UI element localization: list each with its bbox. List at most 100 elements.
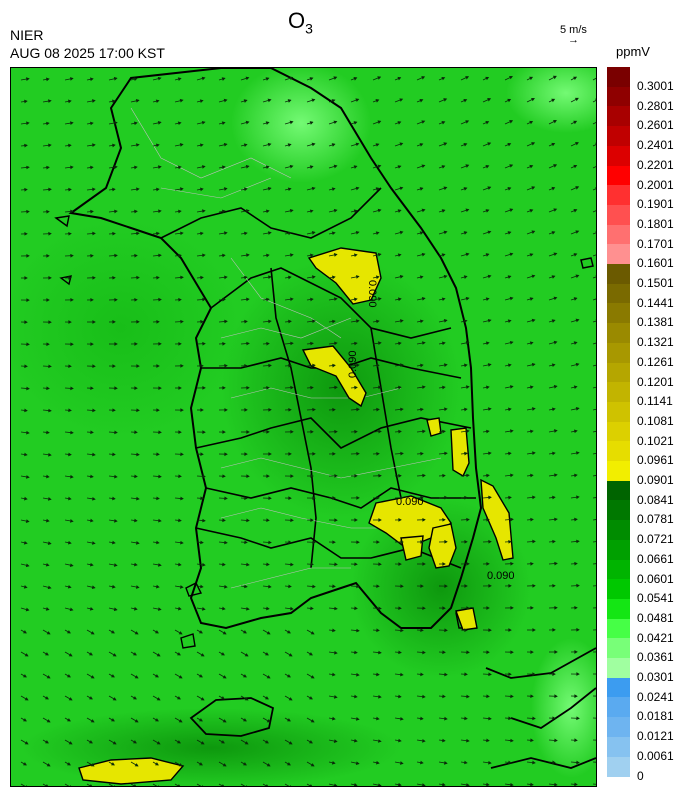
- legend-label: 0: [637, 768, 644, 783]
- wind-arrowhead: [331, 143, 336, 147]
- wind-arrowhead: [199, 99, 204, 103]
- wind-arrowhead: [464, 584, 468, 588]
- wind-arrowhead: [288, 452, 292, 456]
- wind-arrowhead: [312, 584, 316, 589]
- wind-arrowhead: [333, 253, 338, 257]
- wind-arrowhead: [24, 452, 28, 457]
- wind-arrowhead: [376, 407, 380, 412]
- legend-label: 0.0361: [637, 650, 674, 665]
- wind-arrowhead: [375, 143, 380, 147]
- wind-arrowhead: [400, 495, 404, 500]
- wind-arrowhead: [309, 121, 314, 125]
- wind-arrowhead: [246, 562, 250, 567]
- wind-arrowhead: [46, 121, 50, 126]
- wind-arrowhead: [487, 363, 492, 367]
- wind-arrowhead: [68, 143, 72, 148]
- wind-arrowhead: [443, 186, 448, 191]
- wind-arrowhead: [331, 99, 336, 103]
- wind-arrowhead: [444, 672, 448, 677]
- wind-arrowhead: [158, 518, 162, 523]
- wind-arrowhead: [223, 98, 228, 103]
- wind-arrowhead: [510, 738, 514, 743]
- wind-arrowhead: [574, 97, 579, 102]
- wind-arrowhead: [529, 429, 534, 434]
- wind-arrowhead: [332, 628, 336, 633]
- wind-arrowhead: [201, 165, 206, 169]
- wind-arrow: [64, 783, 70, 786]
- wind-arrowhead: [114, 165, 118, 170]
- wind-arrowhead: [135, 540, 140, 545]
- wind-arrowhead: [91, 585, 96, 589]
- wind-arrowhead: [202, 341, 206, 346]
- wind-arrowhead: [200, 741, 205, 745]
- wind-arrowhead: [180, 408, 184, 412]
- wind-arrowhead: [268, 540, 272, 545]
- wind-arrowhead: [309, 209, 314, 214]
- wind-arrowhead: [200, 584, 204, 589]
- wind-arrowhead: [26, 209, 30, 214]
- wind-arrowhead: [574, 738, 578, 743]
- wind-arrowhead: [266, 385, 270, 390]
- wind-arrowhead: [23, 718, 27, 722]
- wind-arrowhead: [377, 76, 382, 80]
- wind-arrowhead: [575, 141, 579, 146]
- wind-arrowhead: [311, 231, 316, 235]
- wind-arrowhead: [289, 209, 294, 213]
- wind-arrowhead: [90, 298, 94, 302]
- wind-arrowhead: [265, 740, 269, 744]
- legend-label: 0.0121: [637, 729, 674, 744]
- wind-arrowhead: [334, 562, 338, 567]
- wind-arrowhead: [287, 674, 291, 678]
- wind-arrowhead: [245, 120, 250, 125]
- wind-arrowhead: [289, 253, 294, 257]
- wind-arrowhead: [551, 275, 556, 279]
- legend-swatch: [607, 559, 630, 580]
- legend-label: 0.0301: [637, 670, 674, 684]
- wind-arrowhead: [420, 628, 424, 633]
- ozone-map: 0.090 0.090 0.090 0.090: [10, 67, 597, 787]
- wind-arrowhead: [400, 672, 404, 677]
- wind-arrowhead: [554, 561, 558, 566]
- wind-arrowhead: [551, 231, 556, 235]
- wind-arrowhead: [45, 562, 50, 567]
- wind-arrowhead: [463, 363, 468, 368]
- wind-arrowhead: [551, 142, 556, 147]
- wind-arrowhead: [157, 165, 162, 169]
- wind-arrowhead: [333, 297, 338, 301]
- wind-arrowhead: [530, 473, 534, 478]
- wind-arrowhead: [46, 298, 50, 302]
- wind-arrowhead: [531, 274, 536, 279]
- wind-arrowhead: [378, 783, 382, 786]
- wind-arrow: [592, 519, 596, 521]
- wind-arrowhead: [68, 452, 72, 457]
- wind-arrowhead: [466, 694, 470, 699]
- wind-arrowhead: [552, 716, 556, 721]
- wind-arrowhead: [422, 650, 426, 655]
- wind-arrowhead: [244, 741, 249, 745]
- wind-arrowhead: [90, 518, 94, 523]
- wind-arrowhead: [576, 627, 580, 632]
- wind-arrowhead: [552, 583, 556, 588]
- wind-arrow: [592, 320, 596, 323]
- wind-arrowhead: [223, 231, 228, 236]
- wind-arrowhead: [221, 740, 225, 744]
- wind-arrowhead: [24, 276, 28, 280]
- wind-arrow: [592, 430, 596, 433]
- wind-arrowhead: [155, 584, 160, 589]
- legend-label: 0.2801: [637, 98, 674, 113]
- wind-arrowhead: [464, 407, 468, 412]
- wind-arrowhead: [463, 98, 468, 103]
- wind-arrowhead: [111, 99, 116, 104]
- wind-arrowhead: [507, 231, 512, 235]
- wind-arrowhead: [179, 585, 184, 589]
- wind-arrowhead: [287, 99, 292, 103]
- wind-arrowhead: [552, 75, 557, 80]
- wind-arrowhead: [487, 407, 492, 411]
- wind-arrowhead: [222, 675, 227, 679]
- wind-arrowhead: [486, 429, 490, 434]
- contour-label: 0.090: [366, 280, 378, 308]
- legend-label: 0.0481: [637, 610, 674, 625]
- wind-arrowhead: [45, 518, 50, 523]
- wind-arrowhead: [397, 76, 402, 81]
- wind-arrowhead: [509, 252, 514, 257]
